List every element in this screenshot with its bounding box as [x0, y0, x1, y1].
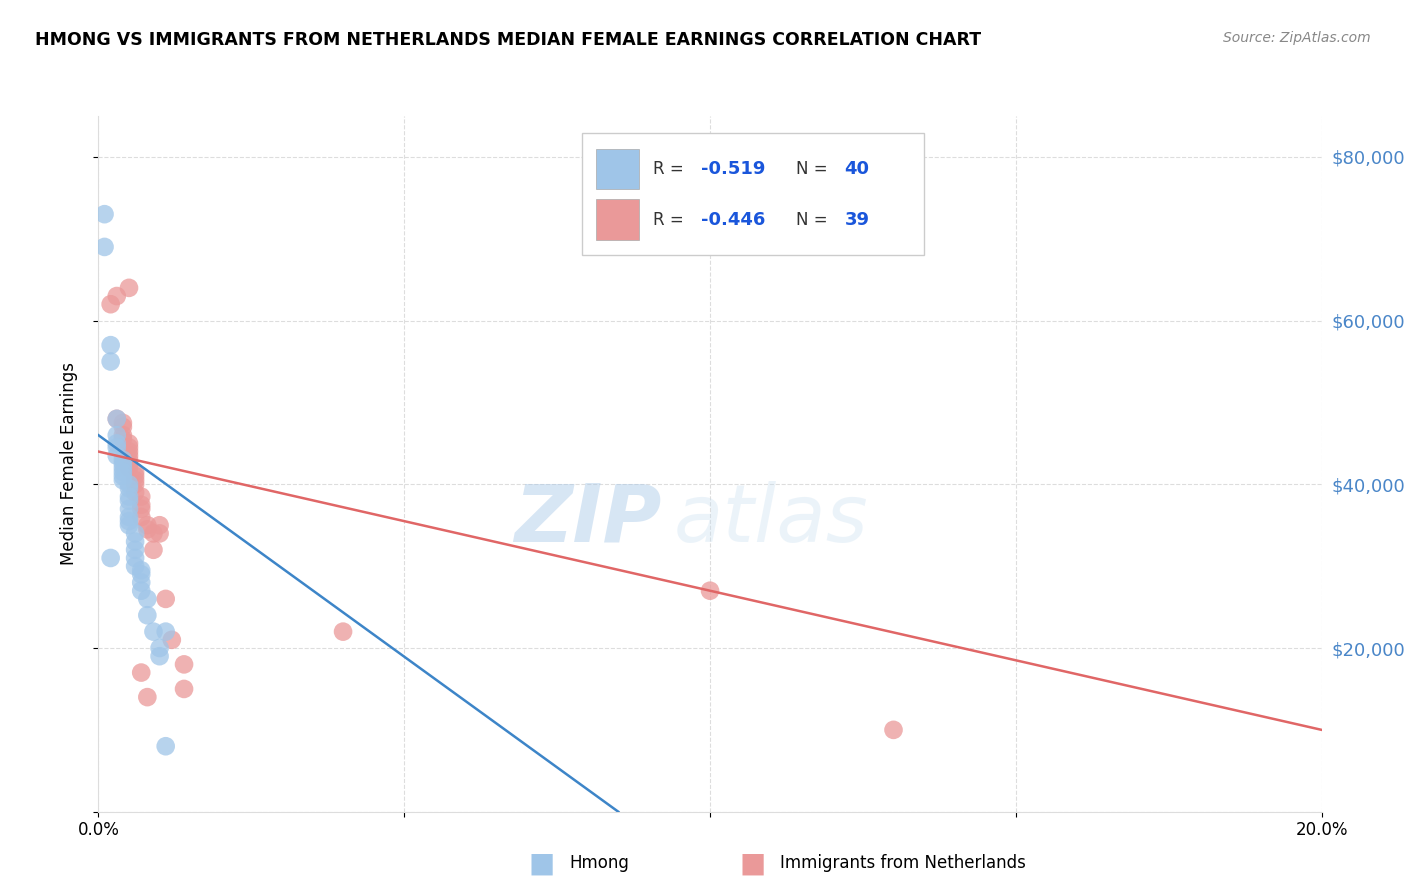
Point	[118, 436, 141, 450]
Point	[100, 354, 122, 368]
Point	[118, 444, 141, 458]
Text: ZIP: ZIP	[513, 481, 661, 558]
Point	[173, 657, 195, 672]
Point	[93, 240, 115, 254]
Point	[136, 690, 159, 705]
Point	[149, 640, 172, 655]
Point	[142, 526, 165, 541]
Text: ■: ■	[529, 849, 554, 878]
Point	[111, 420, 134, 434]
FancyBboxPatch shape	[596, 200, 640, 240]
Point	[155, 591, 177, 606]
Text: Immigrants from Netherlands: Immigrants from Netherlands	[780, 855, 1026, 872]
Text: Source: ZipAtlas.com: Source: ZipAtlas.com	[1223, 31, 1371, 45]
Point	[160, 632, 183, 647]
Text: -0.519: -0.519	[702, 160, 766, 178]
Point	[155, 624, 177, 639]
Text: atlas: atlas	[673, 481, 868, 558]
Point	[105, 449, 128, 463]
Point	[111, 473, 134, 487]
Point	[124, 534, 146, 549]
Point	[118, 490, 141, 504]
Text: HMONG VS IMMIGRANTS FROM NETHERLANDS MEDIAN FEMALE EARNINGS CORRELATION CHART: HMONG VS IMMIGRANTS FROM NETHERLANDS MED…	[35, 31, 981, 49]
Point	[118, 482, 141, 496]
Point	[136, 591, 159, 606]
Point	[118, 441, 141, 455]
Point	[124, 485, 146, 500]
Point	[129, 567, 152, 582]
Point	[124, 542, 146, 557]
Point	[129, 575, 152, 590]
FancyBboxPatch shape	[596, 149, 640, 189]
Point	[883, 723, 905, 737]
Point	[149, 649, 172, 664]
Point	[173, 681, 195, 696]
Point	[111, 452, 134, 467]
Text: N =: N =	[796, 160, 832, 178]
Point	[155, 739, 177, 754]
Point	[142, 542, 165, 557]
Y-axis label: Median Female Earnings: Median Female Earnings	[59, 362, 77, 566]
Point	[100, 338, 122, 352]
Point	[105, 441, 128, 455]
Point	[136, 518, 159, 533]
Text: ■: ■	[740, 849, 765, 878]
Point	[118, 452, 141, 467]
Point	[124, 559, 146, 574]
Point	[118, 518, 141, 533]
Point	[111, 416, 134, 430]
Point	[124, 551, 146, 566]
Text: -0.446: -0.446	[702, 211, 766, 228]
Point	[111, 461, 134, 475]
Point	[118, 510, 141, 524]
Point	[129, 498, 152, 512]
Point	[124, 473, 146, 487]
Point	[118, 281, 141, 295]
Point	[149, 518, 172, 533]
Point	[111, 428, 134, 442]
Point	[118, 493, 141, 508]
Point	[124, 465, 146, 479]
Point	[105, 428, 128, 442]
Point	[111, 432, 134, 446]
Point	[118, 449, 141, 463]
Point	[136, 608, 159, 623]
Point	[129, 583, 152, 598]
Point	[136, 522, 159, 536]
Point	[118, 514, 141, 528]
Point	[111, 469, 134, 483]
Point	[105, 436, 128, 450]
Point	[105, 289, 128, 303]
Point	[118, 457, 141, 471]
Point	[124, 469, 146, 483]
Point	[124, 526, 146, 541]
Text: 39: 39	[845, 211, 869, 228]
Text: R =: R =	[652, 160, 689, 178]
Point	[129, 510, 152, 524]
Point	[149, 526, 172, 541]
Point	[93, 207, 115, 221]
Point	[100, 551, 122, 566]
Point	[118, 461, 141, 475]
Point	[129, 665, 152, 680]
Text: R =: R =	[652, 211, 689, 228]
Point	[142, 624, 165, 639]
Point	[118, 477, 141, 491]
FancyBboxPatch shape	[582, 133, 924, 255]
Point	[111, 465, 134, 479]
Point	[105, 412, 128, 426]
Point	[129, 490, 152, 504]
Point	[332, 624, 354, 639]
Text: Hmong: Hmong	[569, 855, 630, 872]
Point	[699, 583, 721, 598]
Point	[129, 563, 152, 577]
Text: 40: 40	[845, 160, 869, 178]
Point	[105, 412, 128, 426]
Point	[124, 477, 146, 491]
Text: N =: N =	[796, 211, 832, 228]
Point	[129, 501, 152, 516]
Point	[100, 297, 122, 311]
Point	[111, 457, 134, 471]
Point	[118, 501, 141, 516]
